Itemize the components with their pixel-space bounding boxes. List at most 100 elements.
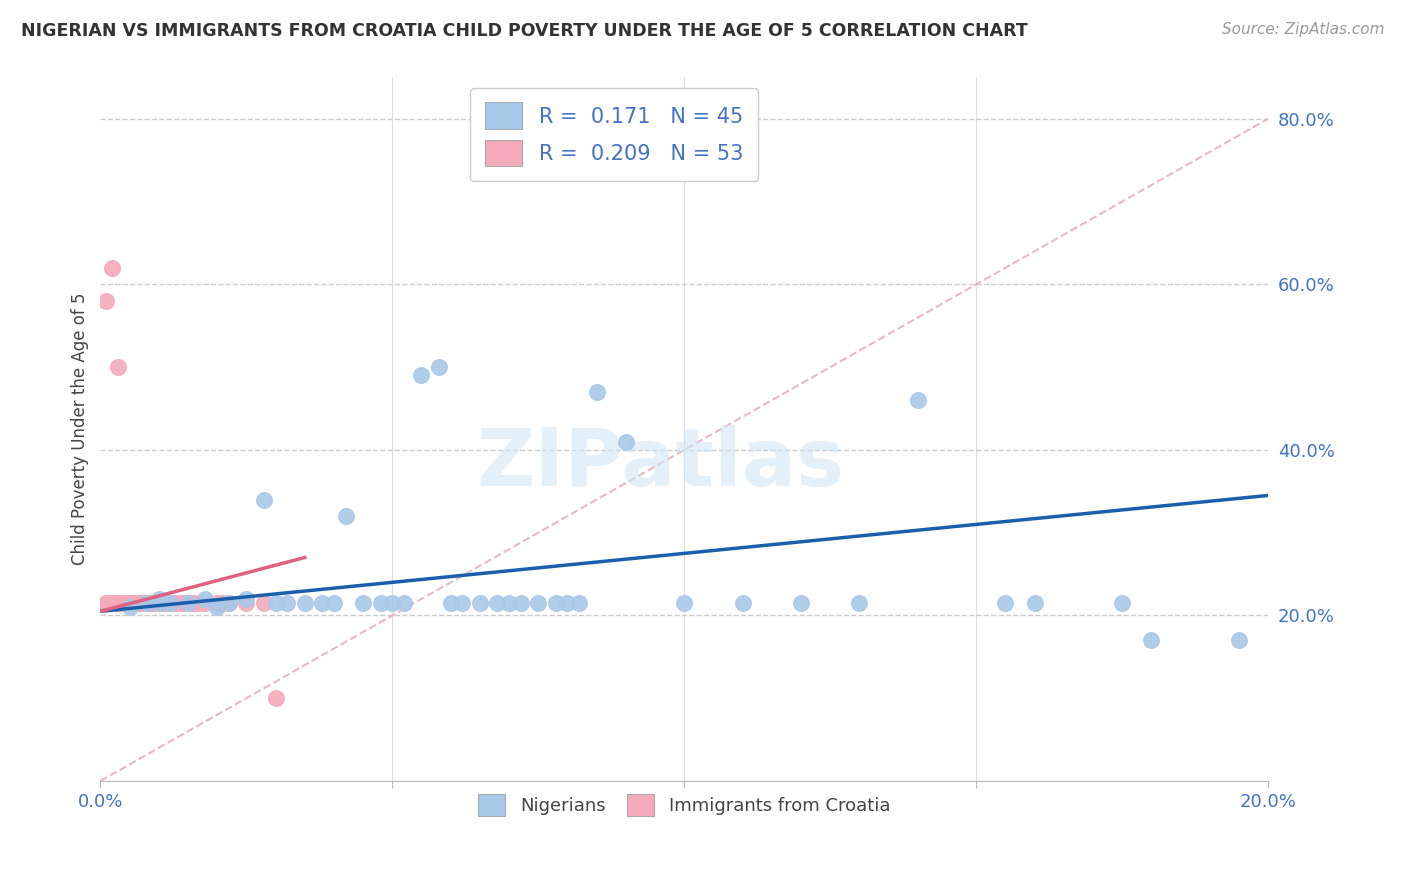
Point	[370, 596, 392, 610]
Point	[148, 596, 170, 610]
Point	[183, 596, 205, 610]
Point	[148, 591, 170, 606]
Legend: Nigerians, Immigrants from Croatia: Nigerians, Immigrants from Croatia	[470, 785, 900, 825]
Point	[112, 596, 135, 610]
Text: ZIPatlas: ZIPatlas	[477, 425, 845, 503]
Point	[107, 596, 129, 610]
Point	[101, 260, 124, 275]
Point	[527, 596, 550, 610]
Point	[907, 393, 929, 408]
Point	[188, 596, 211, 610]
Point	[335, 509, 357, 524]
Point	[148, 596, 170, 610]
Point	[183, 596, 205, 610]
Point	[614, 434, 637, 449]
Point	[498, 596, 520, 610]
Point	[468, 596, 491, 610]
Point	[322, 596, 344, 610]
Point	[427, 360, 450, 375]
Y-axis label: Child Poverty Under the Age of 5: Child Poverty Under the Age of 5	[72, 293, 89, 566]
Point	[153, 596, 176, 610]
Text: NIGERIAN VS IMMIGRANTS FROM CROATIA CHILD POVERTY UNDER THE AGE OF 5 CORRELATION: NIGERIAN VS IMMIGRANTS FROM CROATIA CHIL…	[21, 22, 1028, 40]
Point	[148, 596, 170, 610]
Point	[112, 596, 135, 610]
Point	[673, 596, 696, 610]
Point	[544, 596, 567, 610]
Point	[218, 596, 240, 610]
Point	[142, 596, 165, 610]
Point	[235, 591, 257, 606]
Point	[124, 596, 146, 610]
Point	[235, 596, 257, 610]
Point	[107, 360, 129, 375]
Point	[352, 596, 374, 610]
Point	[177, 596, 200, 610]
Point	[486, 596, 509, 610]
Point	[136, 596, 159, 610]
Point	[790, 596, 813, 610]
Point	[311, 596, 333, 610]
Point	[585, 384, 607, 399]
Point	[177, 596, 200, 610]
Point	[172, 596, 194, 610]
Point	[509, 596, 531, 610]
Point	[411, 368, 433, 383]
Point	[212, 596, 235, 610]
Point	[1024, 596, 1046, 610]
Point	[129, 596, 152, 610]
Point	[118, 596, 141, 610]
Point	[848, 596, 870, 610]
Point	[253, 492, 276, 507]
Point	[1140, 633, 1163, 648]
Point	[124, 596, 146, 610]
Point	[118, 600, 141, 615]
Point	[107, 596, 129, 610]
Point	[129, 596, 152, 610]
Point	[451, 596, 474, 610]
Point	[159, 596, 181, 610]
Point	[96, 293, 118, 308]
Point	[218, 596, 240, 610]
Point	[194, 591, 217, 606]
Point	[392, 596, 415, 610]
Point	[568, 596, 591, 610]
Point	[165, 596, 187, 610]
Point	[136, 596, 159, 610]
Point	[253, 596, 276, 610]
Point	[194, 596, 217, 610]
Point	[264, 691, 287, 706]
Point	[101, 596, 124, 610]
Point	[731, 596, 754, 610]
Point	[159, 596, 181, 610]
Point	[118, 596, 141, 610]
Point	[124, 596, 146, 610]
Point	[112, 596, 135, 610]
Point	[1227, 633, 1250, 648]
Point	[142, 596, 165, 610]
Point	[205, 600, 228, 615]
Point	[124, 596, 146, 610]
Point	[172, 596, 194, 610]
Point	[101, 596, 124, 610]
Point	[165, 596, 187, 610]
Point	[153, 596, 176, 610]
Point	[96, 596, 118, 610]
Point	[276, 596, 298, 610]
Point	[107, 596, 129, 610]
Point	[1111, 596, 1133, 610]
Point	[205, 596, 228, 610]
Point	[994, 596, 1017, 610]
Point	[148, 596, 170, 610]
Point	[440, 596, 463, 610]
Point	[159, 596, 181, 610]
Text: Source: ZipAtlas.com: Source: ZipAtlas.com	[1222, 22, 1385, 37]
Point	[136, 596, 159, 610]
Point	[136, 596, 159, 610]
Point	[557, 596, 579, 610]
Point	[129, 596, 152, 610]
Point	[177, 596, 200, 610]
Point	[264, 596, 287, 610]
Point	[142, 596, 165, 610]
Point	[294, 596, 316, 610]
Point	[118, 596, 141, 610]
